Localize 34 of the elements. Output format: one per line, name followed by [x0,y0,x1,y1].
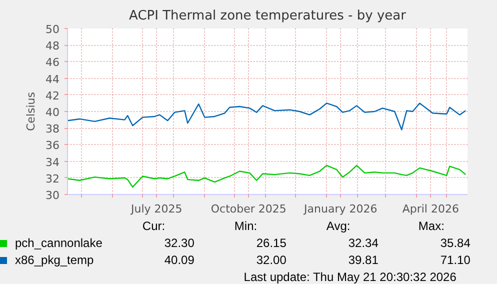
text: 71.10 [439,252,470,270]
line-series [68,164,466,188]
y-tick-label: 44 [46,72,60,86]
y-tick-label: 48 [46,40,60,53]
text: Avg: [325,218,352,235]
y-tick-label: 38 [46,122,60,136]
x-tick-label: January 2026 [303,202,378,216]
y-axis-title: Celsius [24,92,38,131]
x-tick-label: July 2025 [130,202,182,216]
text: 32.30 [163,235,194,252]
text: 26.15 [255,235,286,252]
text: 35.84 [439,235,470,252]
text: 32.34 [347,235,378,252]
x-tick-label: October 2025 [210,202,286,216]
y-tick-label: 40 [46,106,60,119]
y-tick-label: 50 [46,23,60,36]
text: 40.09 [163,252,194,270]
x-tick-label: April 2026 [402,202,459,216]
y-tick-label: 46 [46,56,60,70]
y-tick-label: 30 [46,189,60,202]
text: Cur: [141,218,166,235]
text: Min: [233,218,258,235]
y-tick-label: 42 [46,89,60,102]
legend-label: pch_cannonlake [14,235,102,252]
text: 39.81 [347,252,378,270]
chart-title: ACPI Thermal zone temperatures - by year [129,8,407,24]
y-tick-label: 32 [46,172,60,186]
legend-label: x86_pkg_temp [14,252,95,270]
text: Last update: Thu May 21 20:30:32 2026 [242,269,458,286]
y-tick-label: 36 [46,139,60,152]
line-series [68,102,466,130]
text: Max: [417,218,446,235]
y-tick-label: 34 [46,156,60,169]
text: 32.00 [255,252,286,270]
